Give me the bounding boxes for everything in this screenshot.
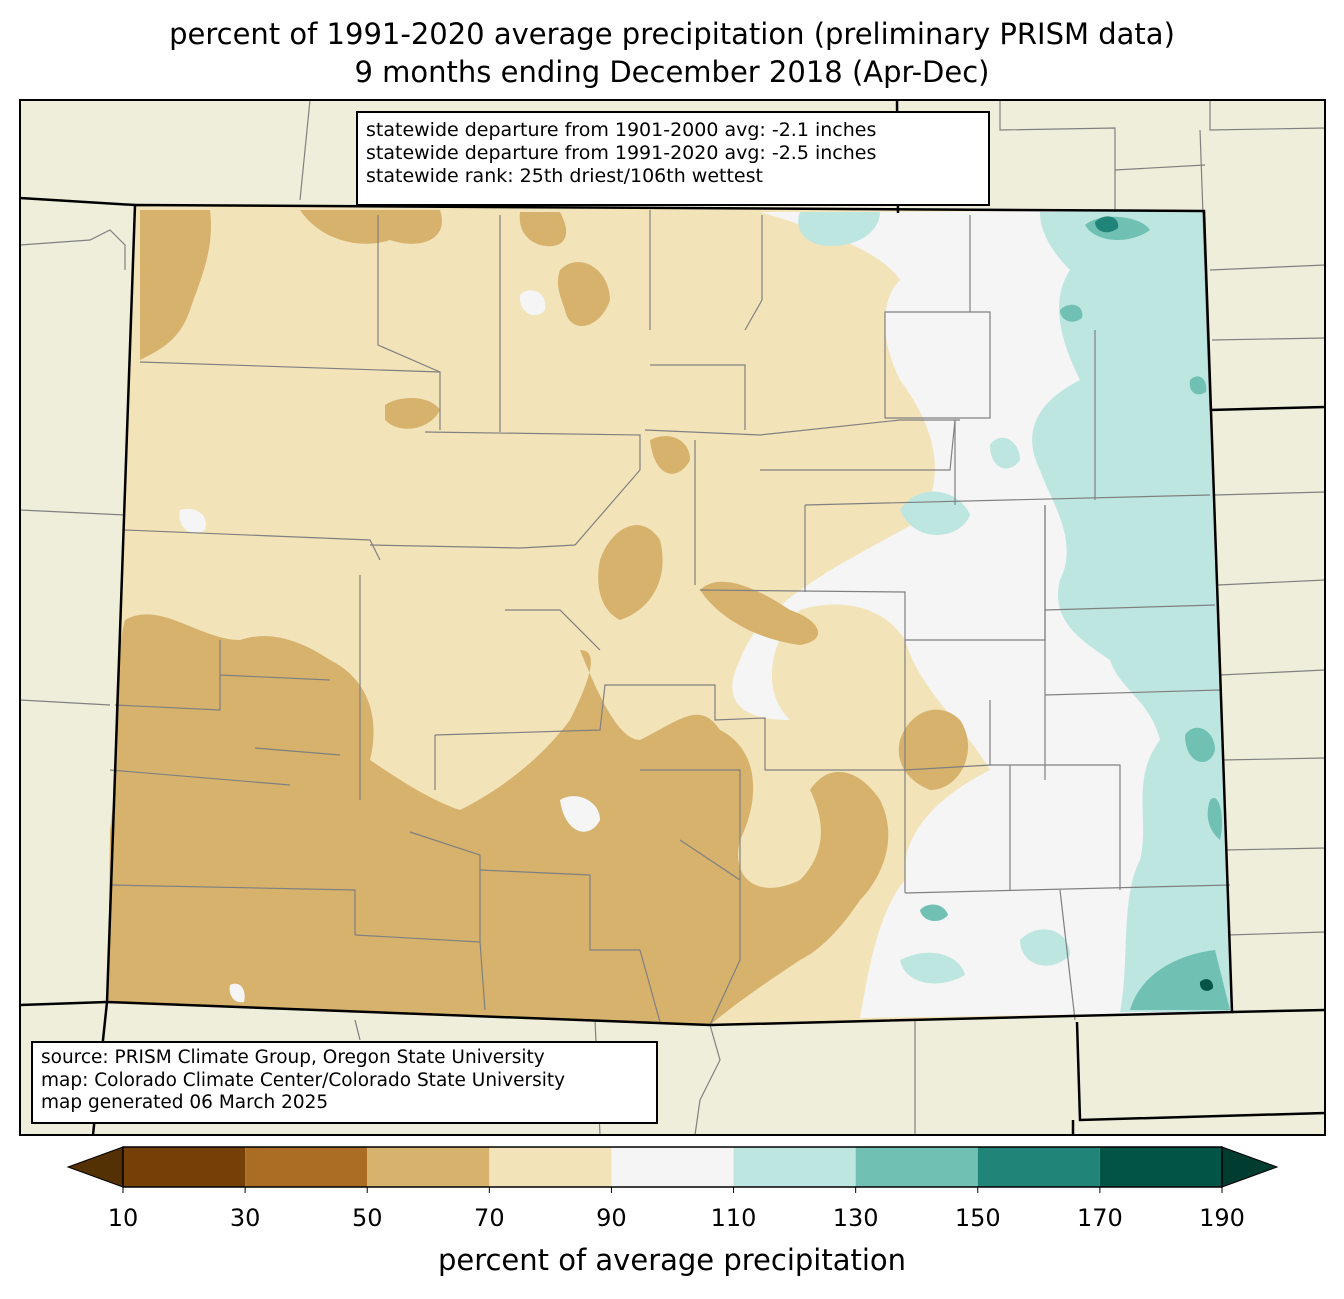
colorbar-tick-label: 50 — [351, 1204, 383, 1232]
generated-date-line: map generated 06 March 2025 — [41, 1092, 329, 1113]
colorbar-tick-label: 190 — [1199, 1204, 1245, 1232]
map-title-line1: percent of 1991-2020 average precipitati… — [169, 17, 1175, 51]
colorbar-tick-label: 110 — [710, 1204, 757, 1232]
region-50-70-patch — [700, 581, 819, 645]
colorbar-bin-170-190 — [1099, 1147, 1222, 1187]
region-170-190 — [1199, 979, 1214, 991]
stats-departure-1991-2020: statewide departure from 1991-2020 avg: … — [366, 142, 877, 164]
colorbar-under-arrow — [66, 1146, 124, 1188]
colorbar-bin-90-110 — [611, 1147, 734, 1187]
colorbar-tick-label: 90 — [596, 1204, 627, 1232]
colorbar-over-arrow — [1221, 1146, 1279, 1188]
colorbar-tick-label: 70 — [474, 1204, 505, 1232]
colorbar-tick-label: 130 — [832, 1204, 879, 1232]
region-50-70-patch — [598, 525, 663, 620]
map-title-line2: 9 months ending December 2018 (Apr-Dec) — [354, 55, 990, 89]
region-50-70-patch — [650, 436, 690, 474]
county-lines — [109, 210, 1231, 1026]
region-110-130-patch — [990, 437, 1020, 469]
stats-departure-1901-2000: statewide departure from 1901-2000 avg: … — [366, 119, 877, 141]
colorbar-bin-50-70 — [367, 1147, 490, 1187]
colorbar-bin-70-90 — [489, 1147, 612, 1187]
region-110-130-patch — [1020, 929, 1070, 966]
colorbar-tick-label: 10 — [107, 1204, 139, 1232]
region-150-170 — [1095, 216, 1119, 233]
colorbar-tick-label: 150 — [954, 1204, 1001, 1232]
colorbar-bin-110-130 — [733, 1147, 856, 1187]
colorbar-label: percent of average precipitation — [437, 1243, 907, 1277]
region-110-130-east — [1032, 211, 1232, 1012]
region-130-150 — [1060, 304, 1083, 322]
region-90-110-patch — [560, 796, 600, 832]
map-frame — [19, 99, 1326, 1136]
colorbar-bin-10-30 — [123, 1147, 246, 1187]
region-50-70-southwest — [108, 614, 889, 1025]
colorbar-tick-label: 30 — [229, 1204, 261, 1232]
region-130-150 — [1207, 798, 1222, 840]
region-90-110-patch — [229, 983, 245, 1003]
source-line: source: PRISM Climate Group, Oregon Stat… — [41, 1047, 545, 1068]
region-130-150 — [1189, 376, 1207, 395]
colorbar-bin-130-150 — [855, 1147, 978, 1187]
colorbar-bin-150-170 — [977, 1147, 1100, 1187]
colorbar-outline — [122, 1146, 1223, 1188]
region-130-150 — [920, 904, 948, 922]
colorbar — [66, 1146, 1279, 1193]
region-50-70-patch — [519, 212, 567, 247]
region-90-110-patch — [519, 290, 546, 316]
region-50-70-patch — [300, 210, 442, 244]
region-50-70-patch — [557, 261, 610, 327]
colorbar-tick-label: 170 — [1076, 1204, 1123, 1232]
stats-rank: statewide rank: 25th driest/106th wettes… — [366, 165, 763, 187]
region-130-150 — [1185, 727, 1215, 762]
statewide-stats-box: statewide departure from 1901-2000 avg: … — [356, 111, 990, 206]
region-110-130-patch — [900, 952, 965, 984]
source-box: source: PRISM Climate Group, Oregon Stat… — [31, 1041, 658, 1124]
map-credit-line: map: Colorado Climate Center/Colorado St… — [41, 1069, 566, 1091]
region-50-70-northwest — [140, 210, 211, 360]
colorbar-bin-30-50 — [245, 1147, 368, 1187]
region-130-150 — [1130, 950, 1230, 1010]
region-110-130-patch — [798, 212, 880, 246]
region-50-70-patch — [385, 398, 440, 429]
region-90-110-patch — [179, 508, 206, 533]
